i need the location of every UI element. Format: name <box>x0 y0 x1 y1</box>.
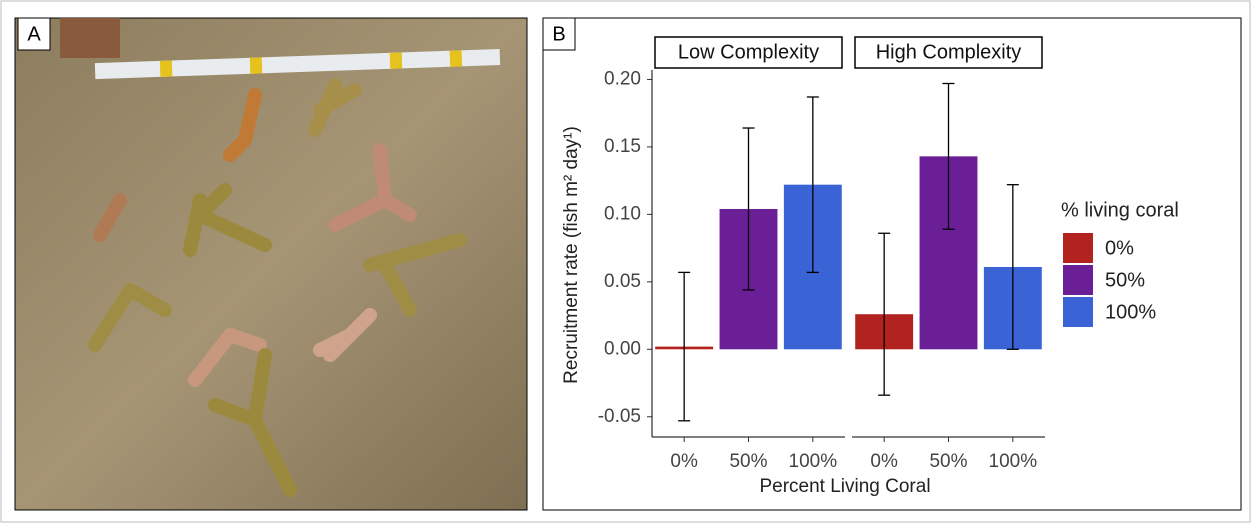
panel-label: B <box>552 23 565 45</box>
legend-label: 50% <box>1105 269 1145 291</box>
facet-label: Low Complexity <box>678 41 819 63</box>
y-axis-label: Recruitment rate (fish m² day¹) <box>561 126 582 384</box>
x-tick-label: 0% <box>670 451 698 472</box>
y-tick-label: 0.20 <box>604 68 641 89</box>
figure: A B Recruitment rate (fish m² day¹) Perc… <box>0 0 1251 523</box>
x-axis-label: Percent Living Coral <box>759 476 930 497</box>
x-tick-label: 0% <box>870 451 898 472</box>
photo: A <box>15 18 527 510</box>
x-tick-label: 100% <box>989 451 1038 472</box>
legend-label: 0% <box>1105 237 1134 259</box>
y-tick-label: 0.00 <box>604 338 641 359</box>
legend-label: 100% <box>1105 301 1156 323</box>
panel-label: A <box>27 23 41 45</box>
legend-swatch <box>1063 265 1093 295</box>
y-tick-label: 0.15 <box>604 136 641 157</box>
x-tick-label: 50% <box>729 451 767 472</box>
chart-panel <box>543 18 1241 510</box>
legend-swatch <box>1063 297 1093 327</box>
photo-background <box>15 18 527 510</box>
facet-label: High Complexity <box>876 41 1022 63</box>
y-tick-label: -0.05 <box>598 406 641 427</box>
x-tick-label: 100% <box>789 451 838 472</box>
legend-title: % living coral <box>1061 199 1179 221</box>
legend-swatch <box>1063 233 1093 263</box>
y-tick-label: 0.10 <box>604 203 641 224</box>
hand <box>60 18 120 58</box>
y-tick-label: 0.05 <box>604 271 641 292</box>
x-tick-label: 50% <box>929 451 967 472</box>
